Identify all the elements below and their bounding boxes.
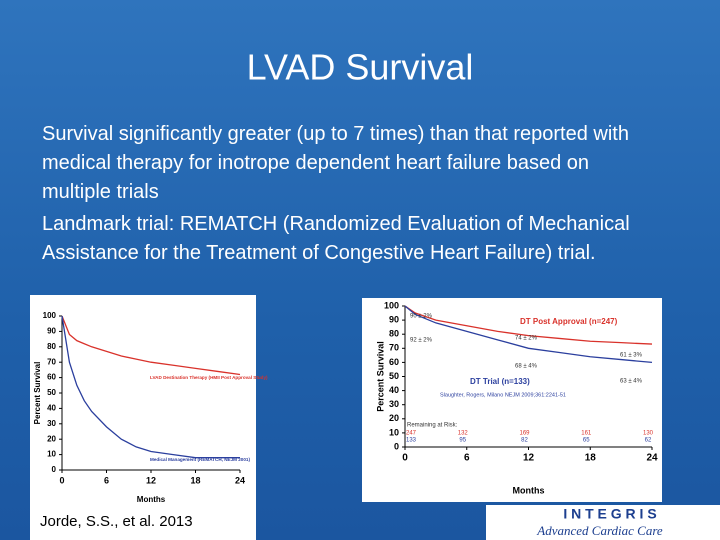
y-tick-label: 90 bbox=[389, 314, 399, 324]
annotation: 74 ± 2% bbox=[515, 336, 538, 342]
y-tick-label: 100 bbox=[384, 300, 399, 310]
annotation: 61 ± 3% bbox=[620, 353, 643, 359]
risk-count: 62 bbox=[645, 438, 652, 444]
y-tick-label: 20 bbox=[389, 413, 399, 423]
x-tick-label: 18 bbox=[190, 475, 200, 485]
x-tick-label: 24 bbox=[235, 475, 245, 485]
y-tick-label: 90 bbox=[47, 327, 56, 336]
x-tick-label: 0 bbox=[402, 453, 408, 464]
right-figure-bg bbox=[362, 298, 662, 502]
y-tick-label: 10 bbox=[47, 450, 56, 459]
series-label: DT Trial (n=133) bbox=[470, 377, 530, 386]
x-tick-label: 12 bbox=[523, 453, 535, 464]
risk-count: 132 bbox=[458, 431, 469, 437]
y-tick-label: 30 bbox=[47, 419, 56, 428]
x-tick-label: 12 bbox=[146, 475, 156, 485]
annotation: 68 ± 4% bbox=[515, 364, 538, 370]
series-label: DT Post Approval (n=247) bbox=[520, 317, 618, 326]
y-axis-label: Percent Survival bbox=[375, 341, 385, 412]
left-figure-bg bbox=[30, 295, 256, 540]
annotation: 63 ± 4% bbox=[620, 379, 643, 385]
logo-name: I N T E G R I S bbox=[563, 506, 656, 522]
bullet: Survival significantly greater (up to 7 … bbox=[42, 123, 629, 203]
risk-count: 161 bbox=[581, 431, 592, 437]
x-tick-label: 6 bbox=[104, 475, 109, 485]
risk-count: 247 bbox=[406, 431, 417, 437]
x-tick-label: 6 bbox=[464, 453, 470, 464]
y-axis-label: Percent Survival bbox=[33, 362, 42, 425]
risk-count: 82 bbox=[521, 438, 528, 444]
survival-line bbox=[404, 305, 653, 364]
y-tick-label: 70 bbox=[389, 343, 399, 353]
survival-line bbox=[61, 315, 240, 459]
risk-count: 169 bbox=[519, 431, 530, 437]
y-tick-label: 80 bbox=[47, 342, 56, 351]
risk-title: Remaining at Risk: bbox=[407, 423, 458, 429]
annotation: 92 ± 2% bbox=[410, 338, 433, 344]
y-tick-label: 80 bbox=[389, 329, 399, 339]
y-tick-label: 70 bbox=[47, 357, 56, 366]
bullet: Landmark trial: REMATCH (Randomized Eval… bbox=[42, 213, 630, 264]
series-label: LVAD Destination Therapy (HMII Post Appr… bbox=[150, 375, 268, 380]
y-tick-label: 30 bbox=[389, 399, 399, 409]
y-tick-label: 40 bbox=[47, 404, 56, 413]
y-tick-label: 10 bbox=[389, 427, 399, 437]
x-tick-label: 18 bbox=[585, 453, 597, 464]
survival-line bbox=[404, 305, 653, 345]
risk-count: 130 bbox=[643, 431, 654, 437]
logo-tagline: Advanced Cardiac Care bbox=[536, 523, 663, 538]
y-tick-label: 60 bbox=[389, 357, 399, 367]
x-axis-label: Months bbox=[513, 485, 545, 495]
x-tick-label: 24 bbox=[646, 453, 658, 464]
y-tick-label: 0 bbox=[52, 465, 57, 474]
y-tick-label: 50 bbox=[47, 388, 56, 397]
survival-line bbox=[61, 315, 241, 376]
y-tick-label: 60 bbox=[47, 373, 56, 382]
logo-bg bbox=[486, 505, 720, 540]
citation: Jorde, S.S., et al. 2013 bbox=[40, 513, 193, 530]
risk-count: 95 bbox=[459, 438, 466, 444]
y-tick-label: 0 bbox=[394, 441, 399, 451]
risk-count: 65 bbox=[583, 438, 590, 444]
x-tick-label: 0 bbox=[59, 475, 64, 485]
x-axis-label: Months bbox=[137, 495, 166, 504]
y-tick-label: 50 bbox=[389, 371, 399, 381]
source: Slaughter, Rogers, Milano NEJM 2009;361:… bbox=[440, 392, 566, 398]
y-tick-label: 40 bbox=[389, 385, 399, 395]
slide-title: LVAD Survival bbox=[247, 47, 474, 88]
annotation: 90 ± 2% bbox=[410, 314, 433, 320]
risk-count: 133 bbox=[406, 438, 417, 444]
y-tick-label: 20 bbox=[47, 434, 56, 443]
y-tick-label: 100 bbox=[43, 311, 57, 320]
series-label: Medical Management (REMATCH, NEJM 2001) bbox=[150, 457, 250, 462]
